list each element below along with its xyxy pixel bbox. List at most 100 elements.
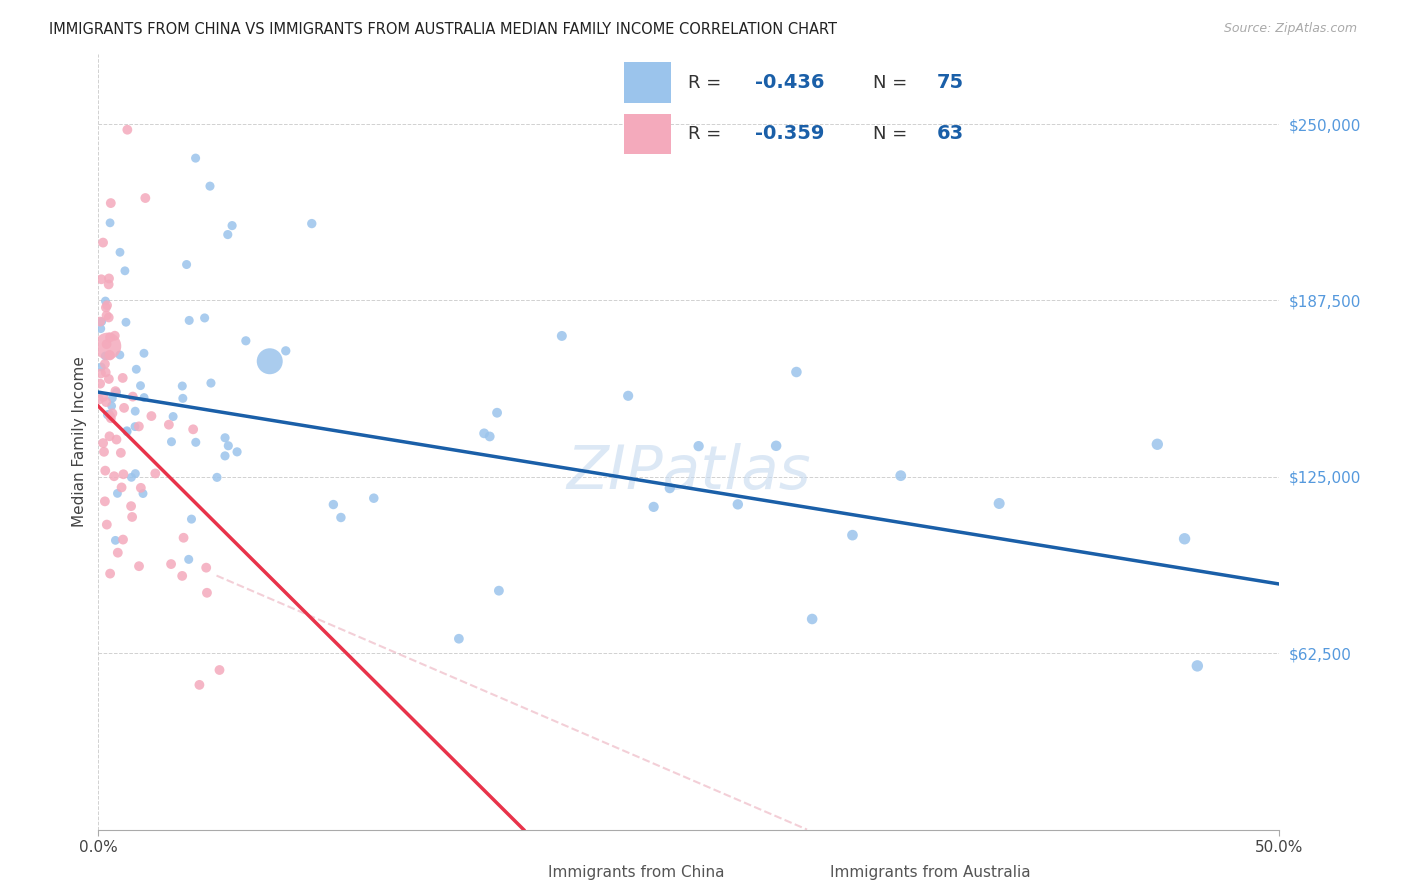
Text: R =: R = xyxy=(688,125,727,143)
Point xyxy=(110,446,132,460)
Point xyxy=(97,277,120,292)
Point xyxy=(94,494,117,508)
Point xyxy=(132,346,155,360)
Point xyxy=(841,528,863,542)
Point xyxy=(160,434,183,449)
Point xyxy=(180,512,202,526)
FancyBboxPatch shape xyxy=(624,62,671,103)
Point xyxy=(115,315,138,329)
Point xyxy=(172,569,194,583)
Text: N =: N = xyxy=(873,73,912,92)
Point xyxy=(1174,532,1197,546)
Point xyxy=(179,313,201,327)
Point xyxy=(172,392,194,406)
Point xyxy=(94,301,117,315)
Point xyxy=(115,424,138,438)
Point xyxy=(90,315,112,329)
Point xyxy=(235,334,257,348)
Text: 75: 75 xyxy=(936,73,963,92)
Point xyxy=(96,408,118,422)
Point xyxy=(217,439,239,453)
Point xyxy=(363,491,385,506)
Point xyxy=(115,425,138,439)
Point xyxy=(121,510,143,524)
Point xyxy=(274,343,297,358)
Point xyxy=(94,349,117,363)
Point xyxy=(157,417,180,432)
Point xyxy=(181,422,204,436)
Point xyxy=(110,480,132,494)
Text: Immigrants from Australia: Immigrants from Australia xyxy=(830,865,1031,880)
Point xyxy=(104,533,127,548)
Point xyxy=(97,339,120,353)
Point xyxy=(97,310,120,325)
Point xyxy=(128,419,150,434)
Point xyxy=(217,227,239,242)
Point xyxy=(890,468,912,483)
Point xyxy=(98,566,121,581)
Point xyxy=(143,467,166,481)
Point xyxy=(176,258,198,272)
Text: ZIPatlas: ZIPatlas xyxy=(567,443,811,502)
Point xyxy=(132,391,155,405)
Point xyxy=(98,409,121,424)
Point xyxy=(98,349,121,363)
Point xyxy=(129,481,152,495)
Point xyxy=(447,632,470,646)
Point xyxy=(100,399,122,413)
Point xyxy=(114,264,136,278)
Point xyxy=(98,216,121,230)
Point xyxy=(91,390,114,404)
Text: IMMIGRANTS FROM CHINA VS IMMIGRANTS FROM AUSTRALIA MEDIAN FAMILY INCOME CORRELAT: IMMIGRANTS FROM CHINA VS IMMIGRANTS FROM… xyxy=(49,22,837,37)
Point xyxy=(124,404,146,418)
Point xyxy=(173,531,195,545)
Point xyxy=(98,330,121,344)
Point xyxy=(643,500,665,514)
Point xyxy=(785,365,807,379)
Point xyxy=(96,395,118,409)
Point xyxy=(97,372,120,386)
Point xyxy=(101,406,124,420)
Point xyxy=(104,384,127,399)
Point xyxy=(100,196,122,211)
FancyBboxPatch shape xyxy=(624,114,671,154)
Point xyxy=(184,435,207,450)
Text: Source: ZipAtlas.com: Source: ZipAtlas.com xyxy=(1223,22,1357,36)
Point xyxy=(89,315,111,329)
Point xyxy=(98,348,121,362)
Text: -0.359: -0.359 xyxy=(755,124,824,144)
Point xyxy=(111,371,134,385)
Point xyxy=(90,321,112,335)
Point xyxy=(195,586,218,600)
Point xyxy=(688,439,710,453)
Text: N =: N = xyxy=(873,125,912,143)
Point xyxy=(94,365,117,379)
Point xyxy=(121,390,143,404)
Point xyxy=(96,309,118,323)
Point xyxy=(322,498,344,512)
Point xyxy=(112,467,135,482)
Point xyxy=(111,533,134,547)
Point xyxy=(103,469,125,483)
Point xyxy=(486,406,509,420)
Point xyxy=(205,470,228,484)
Point xyxy=(617,389,640,403)
Point xyxy=(120,499,142,513)
Point xyxy=(91,436,114,450)
Point xyxy=(162,409,184,424)
Point xyxy=(214,449,236,463)
Point xyxy=(98,271,121,285)
Point xyxy=(172,379,194,393)
Point xyxy=(184,151,207,165)
Point xyxy=(108,245,131,260)
Point xyxy=(160,557,183,571)
Point xyxy=(226,445,249,459)
Point xyxy=(208,663,231,677)
Point xyxy=(765,439,787,453)
Point xyxy=(91,235,114,250)
Point xyxy=(259,354,281,368)
Point xyxy=(94,357,117,371)
Point xyxy=(214,431,236,445)
Point xyxy=(551,329,574,343)
Text: 63: 63 xyxy=(936,124,963,144)
